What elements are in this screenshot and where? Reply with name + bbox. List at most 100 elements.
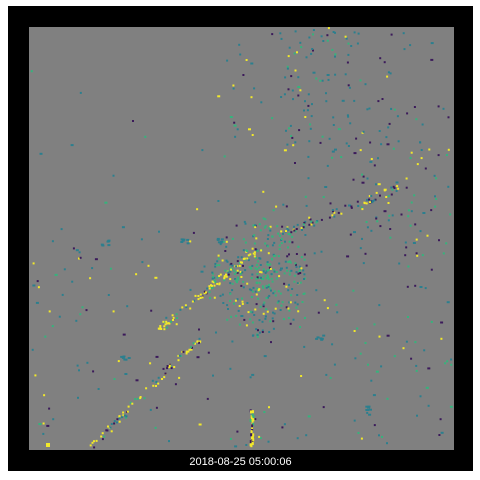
pixel-dot (269, 287, 272, 290)
pixel-dot (340, 212, 343, 215)
pixel-dot (282, 318, 285, 321)
pixel-dot (241, 261, 243, 264)
pixel-dot (198, 341, 200, 344)
pixel-dot (294, 141, 297, 144)
pixel-dot (271, 317, 274, 320)
pixel-dot (97, 388, 100, 390)
pixel-dot (283, 423, 286, 426)
pixel-dot (393, 355, 396, 358)
pixel-dot (300, 46, 303, 49)
pixel-dot (160, 328, 163, 330)
pixel-dot (256, 334, 259, 337)
pixel-dot (193, 299, 196, 302)
pixel-dot (273, 268, 275, 271)
pixel-dot (287, 88, 290, 91)
pixel-dot (253, 255, 256, 258)
pixel-dot (279, 292, 282, 295)
pixel-dot (170, 367, 173, 370)
pixel-dot (230, 262, 233, 265)
pixel-dot (280, 239, 283, 241)
pixel-dot (225, 273, 227, 276)
pixel-dot (251, 311, 254, 314)
pixel-dot (329, 202, 332, 205)
pixel-dot (258, 435, 261, 438)
pixel-dot (321, 79, 324, 82)
pixel-dot (334, 73, 337, 76)
pixel-dot (241, 297, 243, 300)
pixel-dot (345, 37, 348, 40)
pixel-dot (344, 35, 347, 38)
pixel-dot (369, 160, 373, 163)
pixel-dot (174, 383, 177, 386)
pixel-dot (245, 444, 248, 446)
pixel-dot (297, 86, 301, 88)
pixel-dot (100, 435, 103, 438)
pixel-dot (329, 377, 332, 379)
pixel-dot (158, 230, 160, 233)
pixel-dot (273, 255, 276, 258)
pixel-dot (254, 248, 257, 251)
pixel-dot (251, 290, 254, 293)
pixel-dot (293, 225, 295, 228)
pixel-dot (218, 275, 221, 277)
pixel-dot (252, 410, 254, 414)
pixel-dot (353, 330, 356, 332)
pixel-dot (315, 337, 319, 340)
pixel-dot (302, 226, 305, 229)
pixel-dot (107, 239, 111, 242)
pixel-dot (247, 311, 250, 314)
pixel-dot (353, 419, 356, 422)
pixel-dot (236, 269, 239, 272)
pixel-dot (252, 235, 255, 238)
pixel-dot (331, 214, 334, 217)
pixel-dot (258, 257, 261, 260)
pixel-dot (373, 164, 376, 167)
pixel-dot (186, 242, 190, 245)
pixel-dot (307, 155, 310, 158)
timestamp-label: 2018-08-25 05:00:06 (189, 456, 292, 468)
pixel-dot (415, 238, 418, 241)
pixel-dot (243, 318, 246, 321)
pixel-dot (327, 78, 330, 81)
pixel-dot (280, 267, 283, 270)
pixel-dot (274, 294, 277, 297)
pixel-dot (362, 262, 365, 265)
pixel-dot (327, 27, 330, 30)
pixel-dot (322, 334, 326, 337)
pixel-dot (107, 425, 109, 428)
pixel-dot (48, 407, 51, 410)
pixel-dot (287, 261, 290, 263)
pixel-dot (395, 181, 399, 184)
pixel-dot (143, 397, 146, 400)
pixel-dot (346, 255, 350, 258)
pixel-dot (265, 284, 268, 287)
pixel-dot (182, 350, 185, 353)
pixel-dot (324, 186, 328, 188)
pixel-dot (170, 320, 172, 323)
pixel-dot (364, 252, 367, 255)
pixel-dot (127, 357, 131, 359)
pixel-dot (166, 367, 169, 370)
pixel-dot (254, 290, 257, 293)
pixel-dot (78, 251, 81, 254)
pixel-dot (299, 89, 302, 92)
pixel-dot (396, 115, 399, 118)
pixel-dot (367, 406, 371, 409)
pixel-dot (269, 225, 272, 228)
pixel-dot (386, 334, 390, 337)
pixel-dot (265, 286, 268, 289)
pixel-dot (256, 276, 259, 279)
pixel-dot (225, 240, 228, 243)
pixel-dot (267, 234, 270, 237)
pixel-dot (447, 148, 450, 151)
pixel-dot (316, 336, 320, 339)
pixel-dot (361, 237, 363, 240)
pixel-dot (307, 415, 311, 418)
pixel-dot (415, 118, 418, 121)
pixel-dot (213, 276, 216, 279)
pixel-dot (247, 254, 250, 257)
pixel-dot (341, 99, 345, 102)
pixel-dot (223, 155, 226, 158)
pixel-dot (404, 254, 407, 257)
pixel-dot (141, 261, 144, 264)
